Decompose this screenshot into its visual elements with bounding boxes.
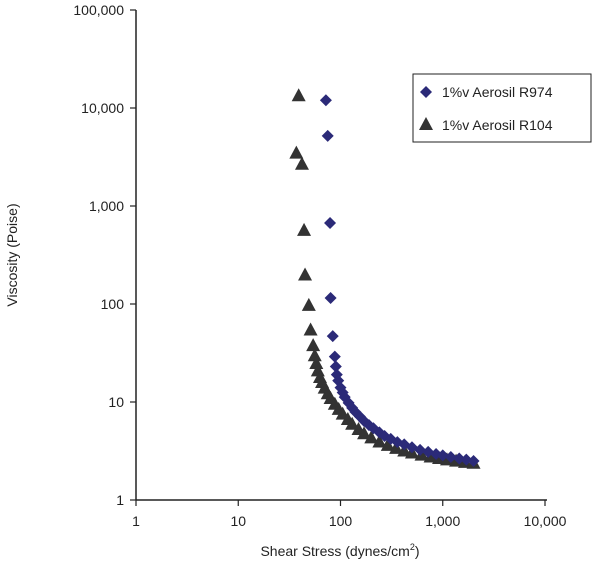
point-r974 xyxy=(436,449,449,462)
point-r104 xyxy=(309,356,324,370)
y-tick-label: 100 xyxy=(101,296,125,312)
legend-marker-diamond xyxy=(420,86,432,98)
axes: 1 10 100 1,000 10,000 1 10 100 1,000 10,000 100,00… xyxy=(73,2,566,529)
point-r104 xyxy=(345,416,360,430)
point-r104 xyxy=(357,426,372,440)
x-tick-label: 1,000 xyxy=(425,513,460,529)
point-r974 xyxy=(329,360,342,373)
point-r104 xyxy=(307,348,322,362)
x-tick-label: 10 xyxy=(230,513,246,529)
point-r104 xyxy=(301,297,316,311)
legend-box xyxy=(412,73,592,143)
point-r104 xyxy=(289,145,304,159)
data-marks xyxy=(289,88,481,469)
point-r104 xyxy=(294,156,309,170)
point-r104 xyxy=(389,440,404,454)
x-tick-label: 1 xyxy=(132,513,140,529)
point-r104 xyxy=(306,338,321,352)
legend: 1%v Aerosil R974 1%v Aerosil R104 xyxy=(412,73,592,143)
point-r974 xyxy=(324,217,337,230)
point-r974 xyxy=(467,455,480,468)
legend-marker-triangle xyxy=(419,117,433,130)
y-tick-label: 10 xyxy=(108,394,124,410)
y-axis-label: Viscosity (Poise) xyxy=(4,203,20,306)
legend-label-r104: 1%v Aerosil R104 xyxy=(442,117,553,133)
y-tick-label: 1,000 xyxy=(89,198,124,214)
point-r104 xyxy=(364,430,379,444)
point-r974 xyxy=(444,450,457,463)
y-tick-label: 1 xyxy=(116,492,124,508)
x-axis-label: Shear Stress (dynes/cm2) xyxy=(260,542,419,559)
point-r974 xyxy=(328,350,341,363)
legend-label-r974: 1%v Aerosil R974 xyxy=(442,84,553,100)
x-tick-label: 100 xyxy=(329,513,353,529)
point-r974 xyxy=(414,443,427,456)
y-tick-label: 100,000 xyxy=(73,2,124,18)
point-r104 xyxy=(423,449,438,463)
point-r104 xyxy=(297,222,312,236)
point-r104 xyxy=(372,434,387,448)
point-r104 xyxy=(380,437,395,451)
point-r974 xyxy=(321,129,334,142)
point-r974 xyxy=(319,94,332,107)
point-r104 xyxy=(291,88,306,102)
point-r974 xyxy=(326,330,339,343)
y-tick-label: 10,000 xyxy=(81,100,124,116)
point-r974 xyxy=(324,292,337,305)
x-tick-label: 10,000 xyxy=(524,513,567,529)
point-r104 xyxy=(303,322,318,336)
point-r104 xyxy=(298,267,313,281)
